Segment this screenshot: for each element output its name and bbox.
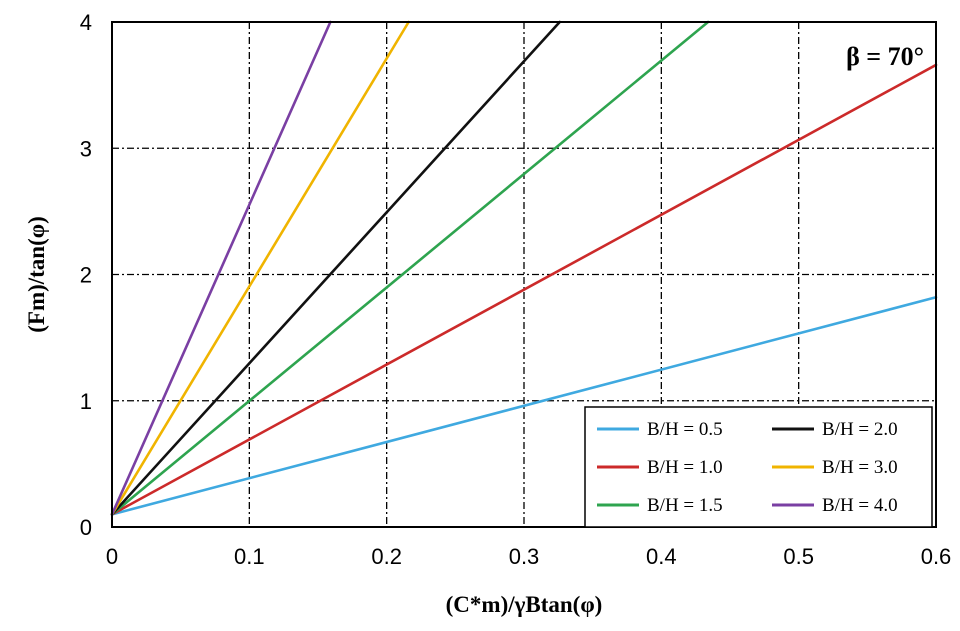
legend-label-b-h-1-0: B/H = 1.0 <box>647 457 723 478</box>
legend-label-b-h-3-0: B/H = 3.0 <box>822 457 898 478</box>
beta-annotation: β = 70° <box>846 42 924 71</box>
series-line-b-h-0-5 <box>110 295 938 516</box>
series-lines <box>110 20 938 516</box>
legend-box <box>584 406 933 528</box>
x-tick-label: 0.1 <box>234 544 265 569</box>
series-line-b-h-3-0 <box>110 20 410 516</box>
legend: B/H = 0.5 B/H = 2.0 B/H = 1.0 B/H = 3.0 B/H … <box>584 406 933 528</box>
x-tick-label: 0.3 <box>509 544 540 569</box>
legend-label-b-h-0-5: B/H = 0.5 <box>647 419 723 440</box>
y-tick-label: 3 <box>80 136 92 161</box>
y-tick-label: 1 <box>80 389 92 414</box>
y-tick-label: 4 <box>80 10 92 35</box>
plot-frame <box>111 21 937 528</box>
legend-label-b-h-4-0: B/H = 4.0 <box>822 495 898 516</box>
x-tick-label: 0.6 <box>921 544 952 569</box>
series-line-b-h-2-0 <box>110 20 562 516</box>
x-tick-label: 0.4 <box>646 544 677 569</box>
legend-label-b-h-1-5: B/H = 1.5 <box>647 495 723 516</box>
legend-label-b-h-2-0: B/H = 2.0 <box>822 419 898 440</box>
x-tick-label: 0.5 <box>783 544 814 569</box>
y-axis-title: (Fm)/tan(φ) <box>24 216 49 333</box>
x-tick-label: 0.2 <box>371 544 402 569</box>
series-line-b-h-1-5 <box>110 20 710 516</box>
tick-labels: 0 0.1 0.2 0.3 0.4 0.5 0.6 0 1 2 3 4 <box>80 10 952 569</box>
series-line-b-h-1-0 <box>110 63 938 516</box>
x-tick-label: 0 <box>106 544 118 569</box>
y-tick-label: 0 <box>80 515 92 540</box>
x-axis-title: (C*m)/γBtan(φ) <box>446 592 603 617</box>
y-tick-label: 2 <box>80 263 92 288</box>
series-line-b-h-4-0 <box>110 20 332 516</box>
